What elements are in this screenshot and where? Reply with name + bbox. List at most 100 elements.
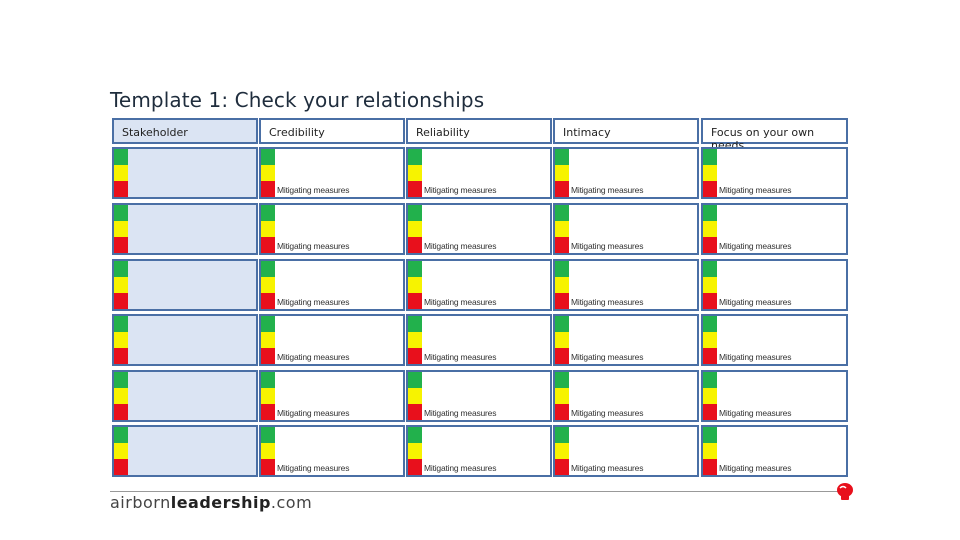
red-light[interactable] [408,237,422,253]
rating-cell[interactable]: Mitigating measures [406,147,552,199]
red-light[interactable] [261,293,275,309]
stakeholder-cell[interactable] [112,314,258,366]
traffic-light-indicator[interactable] [114,316,128,364]
traffic-light-indicator[interactable] [408,261,422,309]
traffic-light-indicator[interactable] [261,205,275,253]
yellow-light[interactable] [261,221,275,237]
rating-cell[interactable]: Mitigating measures [406,314,552,366]
traffic-light-indicator[interactable] [555,261,569,309]
green-light[interactable] [114,261,128,277]
traffic-light-indicator[interactable] [261,261,275,309]
rating-cell[interactable]: Mitigating measures [259,314,405,366]
red-light[interactable] [703,348,717,364]
red-light[interactable] [555,459,569,475]
yellow-light[interactable] [408,165,422,181]
rating-cell[interactable]: Mitigating measures [553,259,699,311]
yellow-light[interactable] [114,277,128,293]
rating-cell[interactable]: Mitigating measures [553,314,699,366]
green-light[interactable] [555,261,569,277]
red-light[interactable] [261,181,275,197]
red-light[interactable] [408,181,422,197]
yellow-light[interactable] [555,332,569,348]
yellow-light[interactable] [114,221,128,237]
traffic-light-indicator[interactable] [114,149,128,197]
traffic-light-indicator[interactable] [555,372,569,420]
yellow-light[interactable] [703,221,717,237]
rating-cell[interactable]: Mitigating measures [406,425,552,477]
green-light[interactable] [555,149,569,165]
red-light[interactable] [555,237,569,253]
traffic-light-indicator[interactable] [408,205,422,253]
rating-cell[interactable]: Mitigating measures [406,370,552,422]
yellow-light[interactable] [703,277,717,293]
traffic-light-indicator[interactable] [261,149,275,197]
green-light[interactable] [408,427,422,443]
traffic-light-indicator[interactable] [703,427,717,475]
yellow-light[interactable] [703,443,717,459]
yellow-light[interactable] [261,332,275,348]
traffic-light-indicator[interactable] [114,205,128,253]
red-light[interactable] [114,404,128,420]
yellow-light[interactable] [408,388,422,404]
yellow-light[interactable] [261,443,275,459]
green-light[interactable] [114,427,128,443]
rating-cell[interactable]: Mitigating measures [259,147,405,199]
green-light[interactable] [555,427,569,443]
yellow-light[interactable] [261,388,275,404]
traffic-light-indicator[interactable] [114,427,128,475]
traffic-light-indicator[interactable] [261,316,275,364]
green-light[interactable] [261,149,275,165]
rating-cell[interactable]: Mitigating measures [701,147,848,199]
green-light[interactable] [555,372,569,388]
red-light[interactable] [114,237,128,253]
green-light[interactable] [261,372,275,388]
yellow-light[interactable] [408,443,422,459]
yellow-light[interactable] [555,388,569,404]
traffic-light-indicator[interactable] [408,316,422,364]
traffic-light-indicator[interactable] [703,316,717,364]
stakeholder-cell[interactable] [112,147,258,199]
traffic-light-indicator[interactable] [555,205,569,253]
red-light[interactable] [703,404,717,420]
green-light[interactable] [114,205,128,221]
yellow-light[interactable] [555,443,569,459]
traffic-light-indicator[interactable] [261,427,275,475]
red-light[interactable] [555,348,569,364]
red-light[interactable] [408,404,422,420]
green-light[interactable] [555,205,569,221]
yellow-light[interactable] [555,165,569,181]
green-light[interactable] [703,149,717,165]
yellow-light[interactable] [408,221,422,237]
rating-cell[interactable]: Mitigating measures [701,370,848,422]
yellow-light[interactable] [408,277,422,293]
green-light[interactable] [703,316,717,332]
red-light[interactable] [408,293,422,309]
green-light[interactable] [408,316,422,332]
red-light[interactable] [114,348,128,364]
yellow-light[interactable] [703,332,717,348]
rating-cell[interactable]: Mitigating measures [406,259,552,311]
red-light[interactable] [408,459,422,475]
traffic-light-indicator[interactable] [703,149,717,197]
rating-cell[interactable]: Mitigating measures [553,425,699,477]
red-light[interactable] [555,181,569,197]
green-light[interactable] [261,316,275,332]
green-light[interactable] [555,316,569,332]
rating-cell[interactable]: Mitigating measures [553,147,699,199]
rating-cell[interactable]: Mitigating measures [701,203,848,255]
stakeholder-cell[interactable] [112,370,258,422]
red-light[interactable] [703,181,717,197]
yellow-light[interactable] [114,443,128,459]
green-light[interactable] [114,316,128,332]
red-light[interactable] [555,404,569,420]
green-light[interactable] [408,261,422,277]
yellow-light[interactable] [261,165,275,181]
rating-cell[interactable]: Mitigating measures [259,203,405,255]
red-light[interactable] [703,459,717,475]
green-light[interactable] [703,427,717,443]
traffic-light-indicator[interactable] [703,372,717,420]
green-light[interactable] [261,427,275,443]
yellow-light[interactable] [555,221,569,237]
green-light[interactable] [261,261,275,277]
green-light[interactable] [114,149,128,165]
